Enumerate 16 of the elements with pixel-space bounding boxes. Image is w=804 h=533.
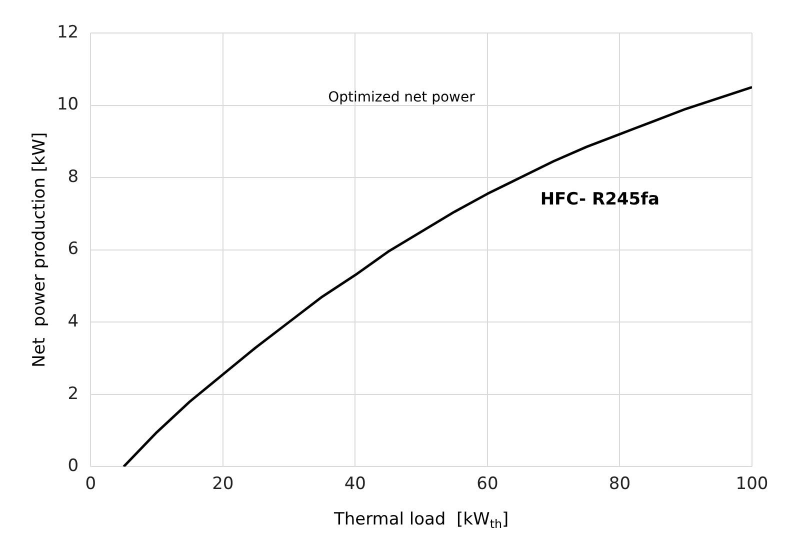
- y-tick-label: 0: [68, 456, 79, 476]
- text: Optimized net power: [328, 90, 476, 106]
- y-tick-label: 2: [68, 384, 79, 404]
- series-label: HFC- R245fa: [540, 189, 660, 210]
- y-tick-label: 10: [56, 94, 79, 115]
- y-tick-label: 12: [56, 22, 79, 42]
- x-tick-label: 60: [476, 474, 498, 494]
- x-tick-label: 40: [344, 474, 366, 494]
- y-tick-label: 4: [68, 311, 79, 332]
- y-tick-label: 8: [68, 166, 79, 187]
- x-tick-label: 100: [736, 474, 768, 494]
- x-tick-label: 20: [212, 474, 234, 494]
- y-axis-title: Net power production [kW]: [29, 132, 50, 368]
- x-tick-label: 0: [85, 474, 96, 494]
- y-tick-label: 6: [68, 239, 79, 260]
- x-tick-label: 80: [608, 474, 631, 494]
